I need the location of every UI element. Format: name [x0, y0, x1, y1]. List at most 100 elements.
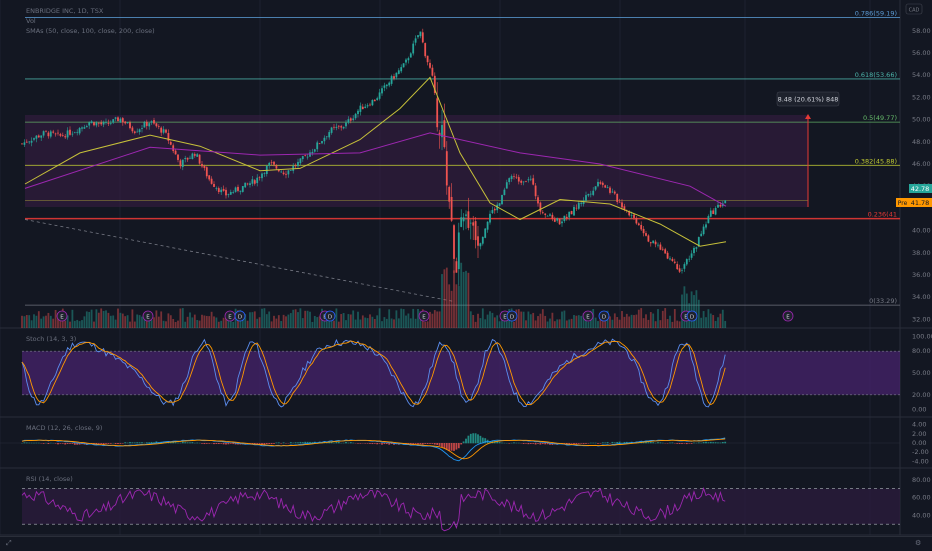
macd-hist-bar — [501, 443, 503, 444]
candle-body — [84, 127, 86, 128]
candle-body — [621, 202, 623, 207]
volume-bar — [429, 312, 431, 328]
volume-bar — [372, 317, 374, 328]
volume-bar — [595, 318, 597, 328]
candle-body — [86, 126, 88, 127]
macd-hist-bar — [588, 443, 590, 444]
earnings-marker-letter: E — [60, 315, 64, 321]
price-tick: 36.00 — [912, 271, 931, 279]
candle-body — [556, 218, 558, 220]
macd-hist-bar — [592, 443, 594, 444]
volume-bar — [117, 309, 119, 328]
candle-body — [523, 181, 525, 182]
candle-body — [357, 111, 359, 114]
macd-hist-bar — [28, 443, 30, 444]
volume-bar — [568, 319, 570, 328]
volume-bar — [662, 311, 664, 328]
macd-hist-bar — [684, 443, 686, 444]
volume-bar — [297, 312, 299, 328]
volume-bar — [415, 319, 417, 328]
volume-bar — [316, 317, 318, 328]
candle-body — [268, 163, 270, 166]
volume-bar — [417, 309, 419, 328]
candle-body — [88, 123, 90, 126]
candle-body — [636, 218, 638, 223]
macd-hist-bar — [336, 442, 338, 443]
volume-bar — [552, 313, 554, 328]
macd-hist-bar — [192, 442, 194, 443]
macd-hist-bar — [180, 443, 182, 444]
candle-body — [364, 107, 366, 108]
volume-bar — [652, 314, 654, 328]
volume-bar — [364, 318, 366, 328]
volume-bar — [619, 320, 621, 328]
candle-body — [141, 128, 143, 129]
candle-body — [448, 187, 450, 202]
macd-hist-bar — [590, 443, 592, 444]
volume-bar — [24, 316, 26, 328]
volume-bar — [139, 315, 141, 328]
macd-hist-bar — [580, 443, 582, 444]
candle-body — [492, 210, 494, 213]
candle-body — [225, 190, 227, 195]
stoch-tick: 100.00 — [912, 333, 932, 341]
macd-hist-bar — [518, 443, 520, 444]
volume-bar — [393, 319, 395, 328]
volume-bar — [292, 310, 294, 328]
macd-hist-bar — [60, 443, 62, 444]
candle-body — [482, 237, 484, 244]
macd-hist-bar — [302, 442, 304, 443]
candle-body — [576, 208, 578, 209]
zoom-icon[interactable]: ⤢ — [6, 539, 12, 548]
candle-body — [472, 222, 474, 225]
macd-hist-bar — [48, 443, 50, 444]
candle-body — [475, 221, 477, 240]
candle-body — [38, 136, 40, 138]
macd-hist-bar — [669, 443, 671, 444]
candle-body — [194, 154, 196, 156]
volume-bar — [388, 309, 390, 328]
volume-bar — [124, 316, 126, 328]
candle-body — [144, 122, 146, 127]
candle-body — [24, 142, 26, 144]
volume-bar — [717, 317, 719, 328]
candle-body — [552, 215, 554, 219]
settings-icon[interactable]: ⚙ — [915, 539, 921, 547]
volume-bar — [496, 315, 498, 328]
volume-bar — [494, 317, 496, 328]
volume-bar — [367, 318, 369, 328]
macd-hist-bar — [607, 442, 609, 443]
volume-bar — [266, 314, 268, 328]
volume-bar — [691, 291, 693, 328]
macd-tick: -4.00 — [912, 457, 929, 465]
candle-body — [96, 123, 98, 126]
candle-body — [614, 192, 616, 194]
candle-body — [276, 165, 278, 168]
measure-text: 8.48 (20.61%) 848 — [778, 96, 839, 104]
macd-hist-bar — [120, 443, 122, 444]
volume-bar — [703, 311, 705, 328]
candle-body — [410, 53, 412, 57]
volume-bar — [643, 318, 645, 328]
candle-body — [244, 183, 246, 188]
volume-bar — [91, 310, 93, 328]
currency-button-label: CAD — [909, 8, 920, 14]
volume-bar — [559, 319, 561, 328]
volume-bar — [352, 310, 354, 328]
candle-body — [580, 203, 582, 204]
volume-bar — [357, 312, 359, 328]
macd-hist-bar — [578, 443, 580, 444]
earnings-marker-letter: D — [602, 315, 606, 321]
macd-hist-bar — [268, 443, 270, 444]
volume-bar — [345, 320, 347, 328]
volume-bar — [544, 316, 546, 328]
candle-body — [648, 235, 650, 241]
pre-price-text: 41.78 — [911, 199, 930, 207]
macd-hist-bar — [204, 443, 206, 444]
rsi-tick: 60.00 — [912, 494, 931, 502]
macd-hist-bar — [720, 443, 722, 444]
volume-bar — [204, 315, 206, 328]
volume-bar — [100, 308, 102, 328]
candle-body — [664, 249, 666, 253]
